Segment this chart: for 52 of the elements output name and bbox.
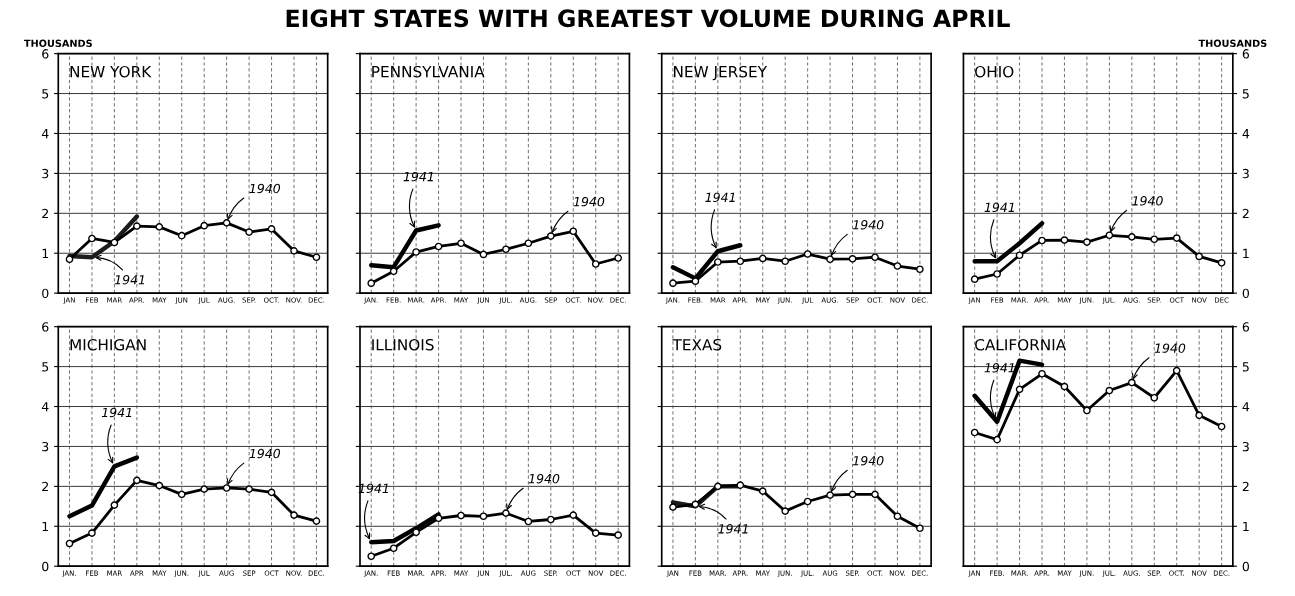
text: CALIFORNIA: [975, 338, 1067, 351]
annotation: 1941: [403, 171, 433, 182]
annotation: 1941: [984, 202, 1014, 213]
y-tick-label: 6: [1242, 322, 1250, 332]
annotation: 1940: [852, 455, 884, 466]
annotation: 1941: [114, 275, 145, 285]
y-axis-title: THOUSANDS: [1198, 39, 1267, 47]
text: MICHIGAN: [70, 338, 146, 351]
annotation: 1941: [705, 192, 735, 203]
y-tick-label: 0: [1242, 561, 1249, 572]
annotation: 1940: [573, 196, 605, 207]
text: TEXAS: [672, 338, 722, 351]
y-tick-label: 2: [42, 481, 48, 492]
y-tick-label: 3: [1242, 168, 1249, 179]
y-tick-label: 5: [42, 89, 49, 99]
y-tick-label: 1: [1243, 248, 1249, 258]
annotation: 1940: [528, 473, 560, 484]
y-tick-label: 2: [42, 208, 48, 219]
y-tick-label: 0: [42, 288, 49, 299]
annotation: 1940: [852, 220, 884, 230]
y-tick-label: 5: [1242, 89, 1249, 99]
y-tick-label: 3: [1242, 441, 1249, 452]
text: NEW JERSEY: [674, 65, 768, 81]
annotation: 1940: [249, 448, 281, 459]
annotation: 1940: [249, 183, 281, 194]
y-tick-label: 6: [1242, 49, 1250, 59]
text: OHIO: [975, 65, 1014, 78]
y-tick-label: 3: [42, 441, 49, 452]
y-tick-label: 5: [1242, 362, 1249, 372]
y-tick-label: 6: [42, 49, 49, 59]
text: EIGHT STATES WITH GREATEST VOLUME DURING APRIL: [286, 9, 1010, 28]
y-tick-label: 6: [42, 322, 49, 332]
annotation: 1941: [101, 407, 132, 418]
text: PENNSYLVANIA: [372, 65, 485, 78]
y-tick-label: 2: [1242, 481, 1249, 492]
y-tick-label: 4: [1242, 129, 1250, 139]
y-axis-title: THOUSANDS: [23, 39, 92, 47]
y-tick-label: 1: [42, 248, 49, 258]
y-tick-label: 4: [1242, 402, 1250, 412]
y-tick-label: 4: [41, 402, 49, 412]
y-tick-label: 4: [41, 129, 49, 139]
y-tick-label: 0: [42, 561, 49, 572]
y-tick-label: 3: [42, 168, 49, 179]
y-tick-label: 2: [1242, 208, 1249, 219]
y-tick-label: 1: [42, 521, 49, 532]
text: ILLINOIS: [372, 338, 434, 351]
text: NEW YORK: [70, 65, 152, 78]
annotation: 1940: [1154, 343, 1186, 353]
y-tick-label: 5: [42, 362, 49, 372]
y-tick-label: 1: [1243, 521, 1249, 532]
annotation: 1940: [1132, 196, 1163, 206]
y-tick-label: 0: [1242, 288, 1249, 299]
